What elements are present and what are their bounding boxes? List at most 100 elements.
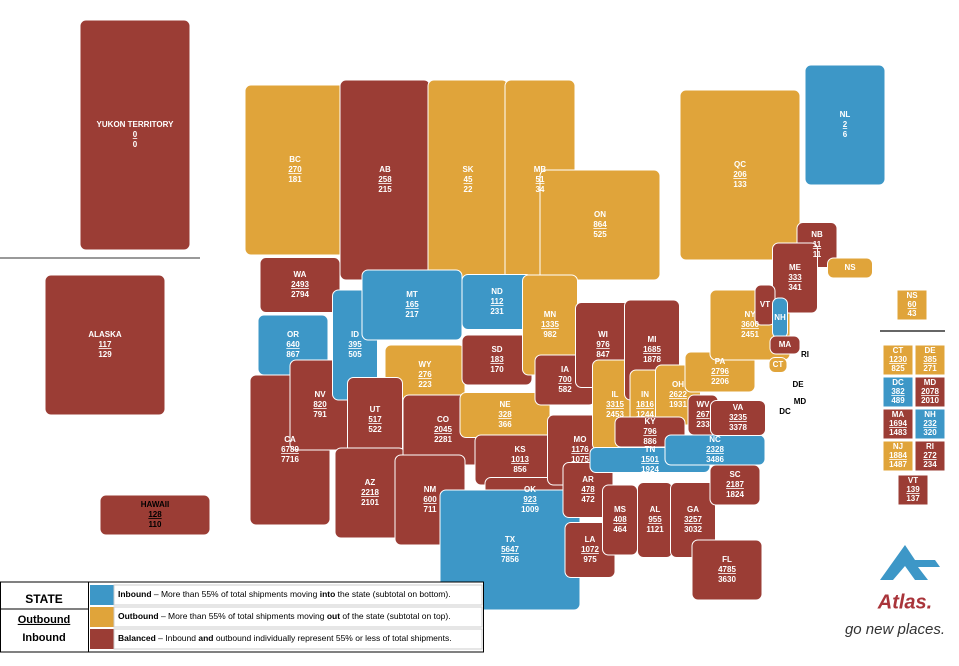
inbound-value: 1824 xyxy=(726,490,744,499)
outbound-value: 1072 xyxy=(581,545,599,554)
inbound-value: 0 xyxy=(133,140,138,149)
legend-row xyxy=(113,584,483,606)
region-label: NS xyxy=(844,263,856,272)
inbound-value: 1878 xyxy=(643,355,661,364)
region-label: WI xyxy=(598,330,608,339)
inbound-value: 791 xyxy=(313,410,327,419)
inbound-value: 1075 xyxy=(571,455,589,464)
inbound-value: 464 xyxy=(613,525,627,534)
outbound-value: 270 xyxy=(288,165,302,174)
legend-text-part: – Inbound xyxy=(156,633,199,643)
inbound-value: 1924 xyxy=(641,465,659,474)
inbound-value: 886 xyxy=(643,437,657,446)
region-label: ND xyxy=(491,287,503,296)
legend-swatch xyxy=(90,585,114,605)
outbound-value: 1230 xyxy=(889,355,907,364)
inbound-value: 847 xyxy=(596,350,610,359)
inbound-value: 3378 xyxy=(729,423,747,432)
outbound-value: 382 xyxy=(891,387,905,396)
inbound-value: 582 xyxy=(558,385,572,394)
inbound-value: 223 xyxy=(418,380,432,389)
region-label: RI xyxy=(801,350,809,359)
outbound-value: 6789 xyxy=(281,445,299,454)
legend-text: Outbound – More than 55% of total shipme… xyxy=(118,611,451,621)
legend-row xyxy=(113,628,483,650)
region xyxy=(79,19,191,251)
outbound-value: 1816 xyxy=(636,400,654,409)
region-label: NY xyxy=(744,310,756,319)
inbound-value: 7716 xyxy=(281,455,299,464)
region-label: MA xyxy=(779,340,792,349)
outbound-value: 1501 xyxy=(641,455,659,464)
side-box xyxy=(914,408,946,440)
key-box xyxy=(0,581,89,653)
outbound-value: 1685 xyxy=(643,345,661,354)
inbound-value: 2794 xyxy=(291,290,309,299)
inbound-value: 2101 xyxy=(361,498,379,507)
region xyxy=(679,89,801,261)
side-box xyxy=(882,376,914,408)
side-box xyxy=(914,344,946,376)
region xyxy=(827,257,873,279)
inbound-value: 525 xyxy=(593,230,607,239)
region-label: MT xyxy=(406,290,418,299)
region-label: TX xyxy=(505,535,516,544)
legend-text-part: outbound individually represent 55% or l… xyxy=(213,633,451,643)
outbound-value: 2622 xyxy=(669,390,687,399)
side-label: NS xyxy=(906,291,918,300)
inbound-value: 181 xyxy=(288,175,302,184)
outbound-value: 206 xyxy=(733,170,747,179)
logo-tagline: go new places. xyxy=(845,621,945,638)
side-label: DC xyxy=(892,378,904,387)
region-label: NE xyxy=(499,400,511,409)
region-label: VT xyxy=(760,300,770,309)
outbound-value: 600 xyxy=(423,495,437,504)
outbound-value: 112 xyxy=(491,297,504,306)
side-label: MA xyxy=(892,410,905,419)
region-label: LA xyxy=(585,535,596,544)
outbound-value: 864 xyxy=(593,220,607,229)
inbound-value: 825 xyxy=(891,364,905,373)
region-label: AB xyxy=(379,165,391,174)
outbound-value: 820 xyxy=(313,400,327,409)
outbound-value: 333 xyxy=(788,273,802,282)
outbound-value: 117 xyxy=(99,340,112,349)
region-label: GA xyxy=(687,505,699,514)
inbound-value: 3032 xyxy=(684,525,702,534)
region-label: NC xyxy=(709,435,721,444)
region-label: CO xyxy=(437,415,449,424)
inbound-value: 34 xyxy=(536,185,545,194)
region-label: ME xyxy=(789,263,802,272)
inbound-value: 231 xyxy=(490,307,504,316)
region xyxy=(259,257,341,313)
outbound-value: 976 xyxy=(596,340,610,349)
inbound-value: 129 xyxy=(98,350,112,359)
region-label: FL xyxy=(722,555,732,564)
legend-row xyxy=(113,606,483,628)
region xyxy=(804,64,886,186)
region-label: DC xyxy=(779,407,791,416)
outbound-value: 2796 xyxy=(711,367,729,376)
region-label: AR xyxy=(582,475,594,484)
outbound-value: 45 xyxy=(464,175,473,184)
outbound-value: 1694 xyxy=(889,419,907,428)
inbound-value: 170 xyxy=(490,365,504,374)
inbound-value: 11 xyxy=(813,250,822,259)
side-label: VT xyxy=(908,476,918,485)
outbound-value: 2045 xyxy=(434,425,452,434)
outbound-value: 2 xyxy=(843,120,848,129)
region-label: CT xyxy=(773,360,784,369)
outbound-value: 2187 xyxy=(726,480,744,489)
region-label: PA xyxy=(715,357,726,366)
region-label: MS xyxy=(614,505,627,514)
logo: Atlas. go new places. xyxy=(845,545,945,638)
region xyxy=(772,242,818,314)
side-box xyxy=(897,474,929,506)
outbound-value: 923 xyxy=(523,495,537,504)
region xyxy=(710,400,766,436)
region-label: NH xyxy=(774,313,786,322)
key-inbound: Inbound xyxy=(22,632,65,644)
outbound-value: 955 xyxy=(648,515,662,524)
outbound-value: 478 xyxy=(581,485,595,494)
